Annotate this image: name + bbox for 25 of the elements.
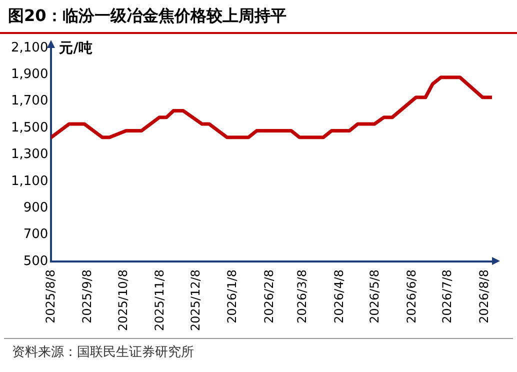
- y-tick-label: 1,300: [11, 147, 48, 162]
- x-tick-label: 2026/2/8: [262, 269, 276, 324]
- y-tick-label: 1,900: [11, 67, 48, 82]
- y-tick-label: 900: [23, 200, 48, 216]
- y-tick-label: 1,500: [11, 120, 48, 136]
- y-tick-label: 1,700: [11, 94, 48, 109]
- x-tick-label: 2026/4/8: [332, 269, 346, 324]
- x-tick-label: 2025/10/8: [116, 269, 130, 331]
- text: 资料来源：国联民生证券研究所: [12, 344, 195, 361]
- x-tick-label: 2026/8/8: [476, 269, 491, 324]
- chart-title: 图20：临汾一级冶金焦价格较上周持平: [0, 0, 517, 34]
- x-tick-label: 2025/12/8: [188, 269, 202, 331]
- y-tick-label: 1,100: [11, 174, 48, 189]
- y-tick-label: 700: [23, 227, 48, 242]
- x-tick-label: 2025/11/8: [152, 269, 167, 331]
- x-tick-label: 2025/8/8: [43, 269, 58, 324]
- x-tick-label: 2025/9/8: [80, 269, 94, 324]
- y-tick-label: 500: [23, 254, 48, 269]
- y-tick-label: 2,100: [11, 40, 48, 56]
- x-tick-label: 2026/6/8: [404, 269, 419, 324]
- x-tick-label: 2026/1/8: [225, 269, 240, 324]
- x-tick-label: 2026/5/8: [368, 269, 382, 324]
- x-tick-label: 2026/7/8: [440, 269, 454, 324]
- x-tick-label: 2026/3/8: [295, 269, 310, 324]
- y-axis-title: 元/吨: [58, 40, 92, 57]
